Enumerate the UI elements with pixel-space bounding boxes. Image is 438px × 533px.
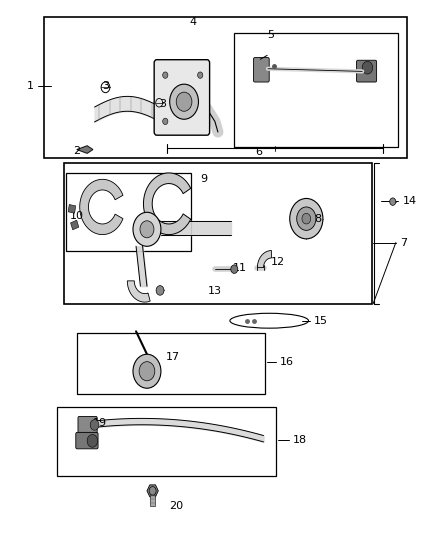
Circle shape: [176, 92, 192, 111]
Circle shape: [302, 213, 311, 224]
Circle shape: [162, 72, 168, 78]
Bar: [234, 33, 398, 147]
Text: 6: 6: [255, 147, 262, 157]
FancyBboxPatch shape: [357, 60, 377, 82]
Bar: [77, 333, 265, 394]
FancyBboxPatch shape: [76, 432, 98, 449]
Text: 12: 12: [271, 257, 285, 267]
Bar: [68, 205, 76, 213]
Circle shape: [297, 207, 316, 230]
Polygon shape: [144, 173, 191, 235]
Circle shape: [162, 118, 168, 125]
Bar: [57, 407, 276, 477]
Text: 3: 3: [159, 99, 166, 109]
Circle shape: [170, 84, 198, 119]
FancyBboxPatch shape: [78, 416, 97, 433]
Polygon shape: [127, 281, 150, 302]
Circle shape: [156, 286, 164, 295]
Text: 5: 5: [267, 30, 274, 41]
Bar: [71, 220, 79, 230]
Circle shape: [362, 61, 373, 74]
Circle shape: [390, 198, 396, 205]
Bar: [64, 163, 372, 304]
Circle shape: [87, 434, 98, 447]
Circle shape: [133, 354, 161, 388]
Circle shape: [198, 72, 203, 78]
Circle shape: [139, 362, 155, 381]
Text: 20: 20: [169, 500, 183, 511]
Text: 2: 2: [74, 146, 81, 156]
Text: 18: 18: [293, 435, 307, 446]
Text: 10: 10: [70, 211, 84, 221]
Text: 3: 3: [102, 81, 109, 91]
Text: 17: 17: [166, 352, 180, 362]
Bar: [44, 17, 407, 158]
Polygon shape: [258, 251, 272, 268]
Polygon shape: [80, 179, 123, 235]
Text: 1: 1: [26, 81, 33, 91]
Polygon shape: [77, 146, 93, 154]
Text: 19: 19: [93, 418, 107, 429]
Text: 14: 14: [403, 196, 417, 206]
Text: 7: 7: [400, 238, 407, 247]
Text: 11: 11: [233, 263, 247, 273]
Bar: [66, 173, 191, 251]
Circle shape: [133, 212, 161, 246]
Text: 9: 9: [201, 174, 208, 184]
FancyBboxPatch shape: [254, 58, 269, 82]
Text: 15: 15: [314, 316, 328, 326]
Text: 4: 4: [189, 17, 196, 27]
Bar: [150, 495, 155, 506]
Text: 8: 8: [314, 214, 321, 224]
Text: 13: 13: [208, 286, 222, 296]
FancyBboxPatch shape: [154, 60, 210, 135]
Circle shape: [290, 198, 323, 239]
Text: 16: 16: [280, 357, 294, 367]
Circle shape: [231, 265, 238, 273]
Polygon shape: [147, 485, 158, 497]
Circle shape: [90, 419, 99, 430]
Circle shape: [140, 221, 154, 238]
